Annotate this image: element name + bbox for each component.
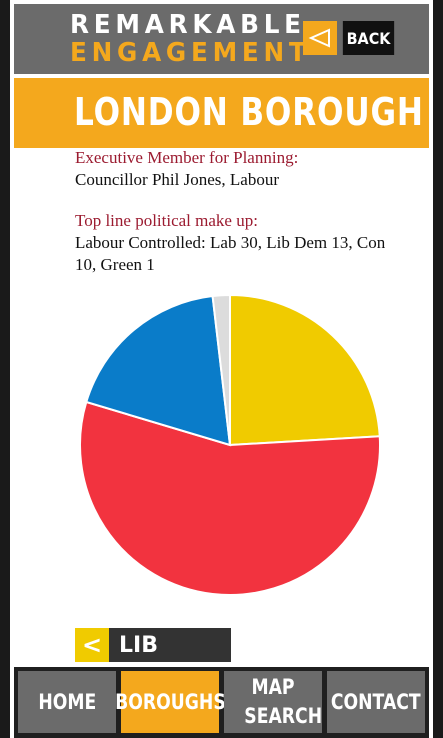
app-header: REMARKABLE ENGAGEMENT BACK xyxy=(14,4,429,74)
pie-slice-con xyxy=(85,294,232,447)
political-makeup-value: Labour Controlled: Lab 30, Lib Dem 13, C… xyxy=(75,233,386,274)
party-selector[interactable]: < LIB xyxy=(75,628,231,662)
nav-contact[interactable]: CONTACT xyxy=(327,671,425,733)
party-prev-button[interactable]: < xyxy=(75,628,109,662)
logo-line-2: ENGAGEMENT xyxy=(70,38,311,68)
logo-line-1: REMARKABLE xyxy=(70,10,306,40)
nav-boroughs[interactable]: BOROUGHS xyxy=(115,671,225,733)
executive-member-label: Executive Member for Planning: xyxy=(75,148,299,167)
nav-boroughs-label: BOROUGHS xyxy=(114,689,226,714)
page-title: LONDON BOROUGH xyxy=(74,90,424,134)
left-triangle-icon xyxy=(308,28,330,48)
back-button[interactable]: BACK xyxy=(342,21,395,55)
pie-slice-lab xyxy=(79,400,381,596)
back-arrow-button[interactable] xyxy=(303,21,337,55)
party-selector-label: LIB xyxy=(109,628,231,662)
title-bar: LONDON BOROUGH xyxy=(14,78,429,148)
pie-slice-green xyxy=(211,293,231,446)
political-makeup-pie-chart xyxy=(79,293,381,596)
nav-map-search-label: MAP SEARCH xyxy=(244,675,323,728)
executive-member-info: Executive Member for Planning: Councillo… xyxy=(75,147,395,191)
logo: REMARKABLE ENGAGEMENT xyxy=(70,11,310,67)
political-makeup-info: Top line political make up: Labour Contr… xyxy=(75,210,395,276)
bottom-nav: HOME BOROUGHS MAP SEARCH CONTACT xyxy=(14,667,429,738)
executive-member-value: Councillor Phil Jones, Labour xyxy=(75,170,279,189)
pie-slice-lib-dem xyxy=(229,293,381,447)
right-frame-strip xyxy=(433,0,443,738)
nav-home-label: HOME xyxy=(38,689,96,714)
nav-contact-label: CONTACT xyxy=(331,689,421,714)
nav-map-search[interactable]: MAP SEARCH xyxy=(224,671,322,733)
left-frame-strip xyxy=(0,0,10,738)
political-makeup-label: Top line political make up: xyxy=(75,211,258,230)
nav-home[interactable]: HOME xyxy=(18,671,116,733)
